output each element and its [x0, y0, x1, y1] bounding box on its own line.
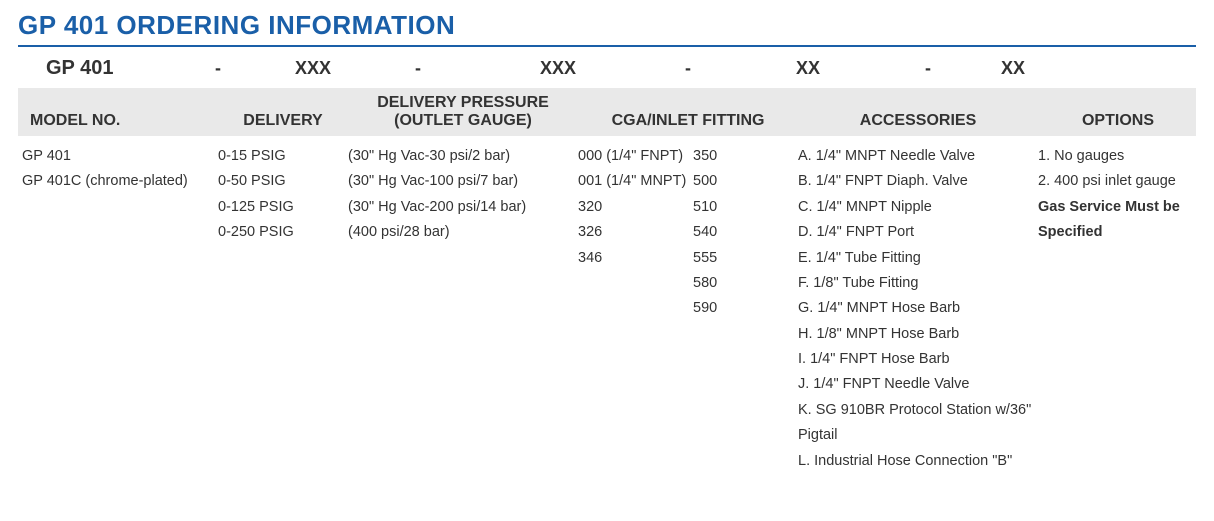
- cell: (30" Hg Vac-100 psi/7 bar): [348, 169, 578, 194]
- cell: 590: [693, 296, 798, 321]
- cell: 1. No gauges: [1038, 144, 1198, 169]
- pattern-seg: XX: [948, 58, 1078, 79]
- header-delivery-pressure: DELIVERY PRESSURE: [377, 94, 549, 112]
- cell: 320: [578, 195, 693, 220]
- header-cga: CGA/INLET FITTING: [612, 112, 765, 130]
- cell: I. 1/4" FNPT Hose Barb: [798, 347, 1038, 372]
- cell: (400 psi/28 bar): [348, 220, 578, 245]
- pattern-dash: -: [908, 58, 948, 79]
- cell: 540: [693, 220, 798, 245]
- cell: K. SG 910BR Protocol Station w/36" Pigta…: [798, 398, 1038, 449]
- header-outlet-gauge: (OUTLET GAUGE): [394, 112, 532, 130]
- header-delivery: DELIVERY: [243, 112, 322, 130]
- cell: 0-125 PSIG: [218, 195, 348, 220]
- cell: 346: [578, 246, 693, 271]
- header-model-no: MODEL NO.: [30, 112, 120, 130]
- col-cga-right: 350500510540555580590: [693, 144, 798, 474]
- pattern-dash: -: [388, 58, 448, 79]
- options-note: Gas Service Must be: [1038, 195, 1198, 220]
- col-accessories: A. 1/4" MNPT Needle ValveB. 1/4" FNPT Di…: [798, 144, 1038, 474]
- cell: 0-250 PSIG: [218, 220, 348, 245]
- cell: 500: [693, 169, 798, 194]
- header-options: OPTIONS: [1082, 112, 1154, 130]
- ordering-table-body: GP 401GP 401C (chrome-plated) 0-15 PSIG0…: [18, 136, 1196, 474]
- col-cga-left: 000 (1/4" FNPT)001 (1/4" MNPT)320326346: [578, 144, 693, 474]
- cell: 326: [578, 220, 693, 245]
- cell: 0-15 PSIG: [218, 144, 348, 169]
- cell: 2. 400 psi inlet gauge: [1038, 169, 1198, 194]
- pattern-dash: -: [198, 58, 238, 79]
- cell: H. 1/8" MNPT Hose Barb: [798, 322, 1038, 347]
- cell: F. 1/8" Tube Fitting: [798, 271, 1038, 296]
- cell: L. Industrial Hose Connection "B": [798, 449, 1038, 474]
- pattern-dash: -: [668, 58, 708, 79]
- title-rule: [18, 45, 1196, 47]
- cell: 0-50 PSIG: [218, 169, 348, 194]
- header-accessories: ACCESSORIES: [860, 112, 976, 130]
- cell: 000 (1/4" FNPT): [578, 144, 693, 169]
- options-note: Specified: [1038, 220, 1198, 245]
- cell: G. 1/4" MNPT Hose Barb: [798, 296, 1038, 321]
- page-title: GP 401 ORDERING INFORMATION: [18, 10, 1196, 45]
- cell: A. 1/4" MNPT Needle Valve: [798, 144, 1038, 169]
- col-outlet-gauge: (30" Hg Vac-30 psi/2 bar)(30" Hg Vac-100…: [348, 144, 578, 474]
- cell: GP 401: [22, 144, 218, 169]
- cell: 001 (1/4" MNPT): [578, 169, 693, 194]
- cell: D. 1/4" FNPT Port: [798, 220, 1038, 245]
- col-model-no: GP 401GP 401C (chrome-plated): [18, 144, 218, 474]
- cell: B. 1/4" FNPT Diaph. Valve: [798, 169, 1038, 194]
- pattern-seg: XXX: [238, 58, 388, 79]
- pattern-seg: XX: [708, 58, 908, 79]
- pattern-model: GP 401: [18, 57, 198, 80]
- cell: C. 1/4" MNPT Nipple: [798, 195, 1038, 220]
- cell: 555: [693, 246, 798, 271]
- cell: (30" Hg Vac-200 psi/14 bar): [348, 195, 578, 220]
- cell: 350: [693, 144, 798, 169]
- cell: E. 1/4" Tube Fitting: [798, 246, 1038, 271]
- col-options: 1. No gauges2. 400 psi inlet gaugeGas Se…: [1038, 144, 1198, 474]
- cell: GP 401C (chrome-plated): [22, 169, 218, 194]
- cell: J. 1/4" FNPT Needle Valve: [798, 372, 1038, 397]
- cell: (30" Hg Vac-30 psi/2 bar): [348, 144, 578, 169]
- column-headers: MODEL NO. DELIVERY DELIVERY PRESSURE (OU…: [18, 88, 1196, 136]
- col-delivery: 0-15 PSIG0-50 PSIG0-125 PSIG0-250 PSIG: [218, 144, 348, 474]
- ordering-pattern-row: GP 401 - XXX - XXX - XX - XX: [18, 53, 1196, 88]
- pattern-seg: XXX: [448, 58, 668, 79]
- cell: 510: [693, 195, 798, 220]
- cell: 580: [693, 271, 798, 296]
